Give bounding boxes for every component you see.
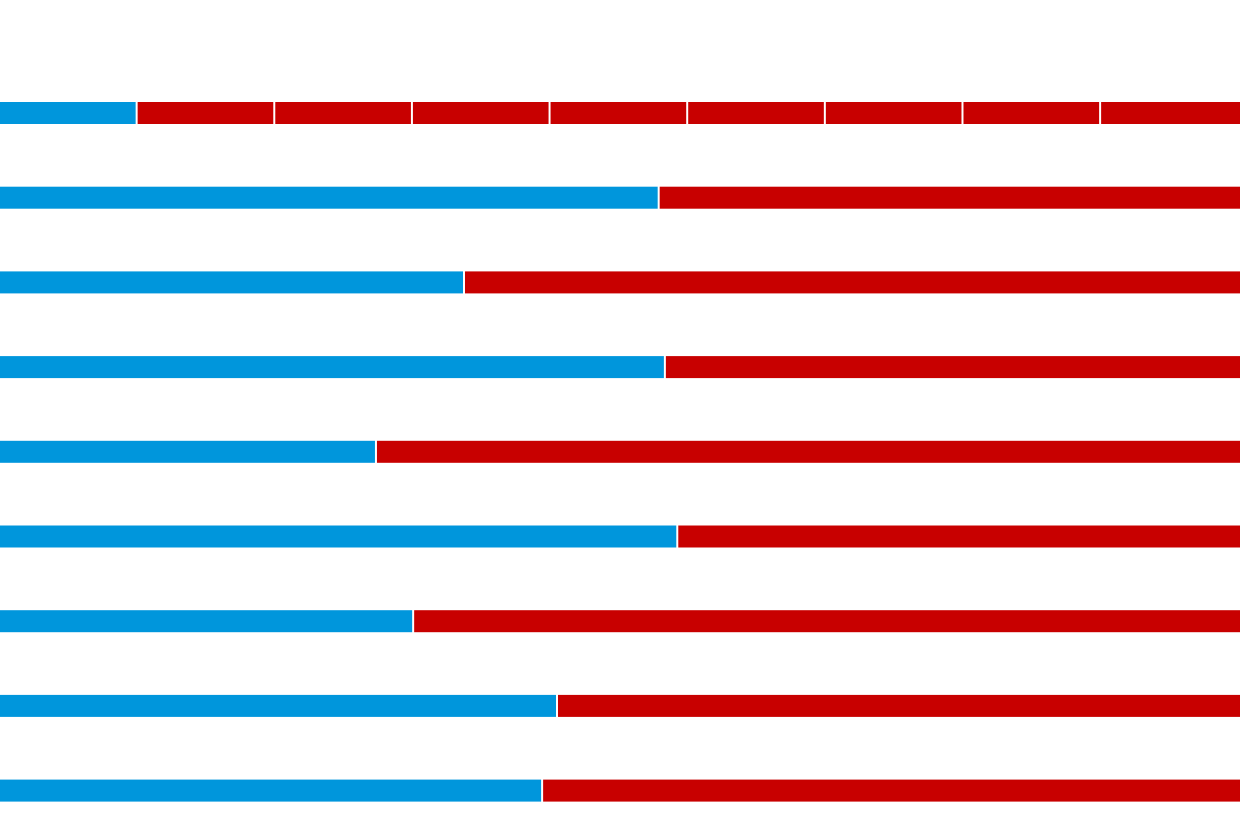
bar-segment-red-1-3 [275, 102, 411, 124]
bar-segment-blue-6-1 [0, 525, 677, 548]
bar-segment-red-6-2 [678, 525, 1240, 548]
bar-segment-red-5-2 [376, 440, 1240, 463]
bar-segment-blue-1-1 [0, 102, 136, 124]
bar-segment-red-1-5 [550, 102, 687, 124]
bar-segment-red-1-8 [963, 102, 1100, 124]
bar-segment-red-1-4 [412, 102, 549, 124]
bar-row-6 [0, 525, 1240, 548]
bar-segment-red-1-9 [1101, 102, 1240, 124]
bar-row-7 [0, 610, 1240, 633]
bar-segment-red-1-2 [137, 102, 274, 124]
bar-row-2 [0, 186, 1240, 209]
bar-segment-red-7-2 [414, 610, 1240, 633]
bar-segment-red-3-2 [465, 271, 1240, 294]
bar-segment-blue-3-1 [0, 271, 463, 294]
bar-segment-red-1-7 [825, 102, 962, 124]
bar-row-4 [0, 356, 1240, 379]
bar-row-9 [0, 779, 1240, 802]
bar-segment-blue-9-1 [0, 779, 542, 802]
bar-segment-blue-2-1 [0, 186, 658, 209]
bar-segment-red-8-2 [558, 694, 1240, 717]
bar-segment-blue-8-1 [0, 694, 556, 717]
bar-segment-blue-5-1 [0, 440, 375, 463]
bar-segment-blue-7-1 [0, 610, 413, 633]
bar-segment-red-9-2 [543, 779, 1240, 802]
bar-row-1 [0, 102, 1240, 124]
bar-segment-red-4-2 [665, 356, 1240, 379]
bar-row-3 [0, 271, 1240, 294]
bar-row-5 [0, 440, 1240, 463]
bars-layer [0, 102, 1240, 802]
bar-segment-red-1-6 [688, 102, 824, 124]
bar-segment-red-2-2 [659, 186, 1240, 209]
bar-segment-blue-4-1 [0, 356, 664, 379]
bar-row-8 [0, 694, 1240, 717]
